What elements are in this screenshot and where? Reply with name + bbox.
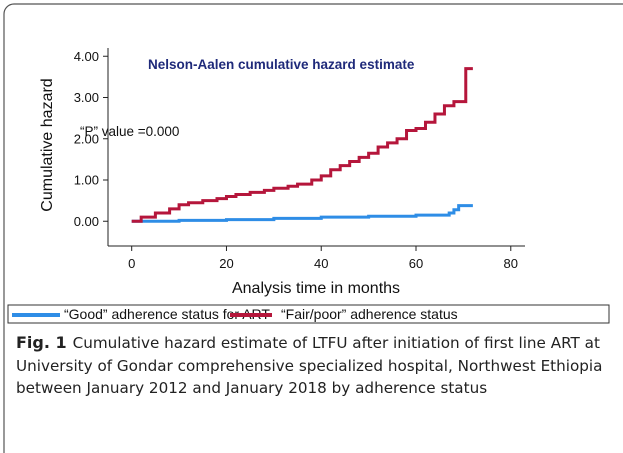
y-tick-label: 2.00 xyxy=(74,131,99,146)
x-tick-label: 80 xyxy=(504,256,518,271)
x-axis-title: Analysis time in months xyxy=(232,280,400,297)
legend-label: “Good” adherence status for ART xyxy=(64,306,270,322)
x-tick-label: 0 xyxy=(128,256,135,271)
x-tick-label: 60 xyxy=(409,256,423,271)
series-line xyxy=(131,204,473,223)
y-tick-label: 4.00 xyxy=(74,49,99,64)
legend-box xyxy=(7,304,610,324)
y-tick-label: 3.00 xyxy=(74,90,99,105)
y-tick-label: 0.00 xyxy=(74,214,99,229)
frame xyxy=(3,3,623,453)
series-line xyxy=(131,67,473,223)
annotation: “P” value =0.000 xyxy=(80,124,179,139)
legend-label: “Fair/poor” adherence status xyxy=(281,306,458,322)
x-tick-label: 20 xyxy=(219,256,233,271)
y-axis-title: Cumulative hazard xyxy=(39,78,56,211)
annotation: Nelson-Aalen cumulative hazard estimate xyxy=(148,57,415,72)
caption-text: Cumulative hazard estimate of LTFU after… xyxy=(16,334,603,397)
caption: Fig. 1 Cumulative hazard estimate of LTFU… xyxy=(16,332,611,400)
x-tick-label: 40 xyxy=(314,256,328,271)
y-tick-label: 1.00 xyxy=(74,173,99,188)
caption-label: Fig. 1 xyxy=(16,333,67,352)
